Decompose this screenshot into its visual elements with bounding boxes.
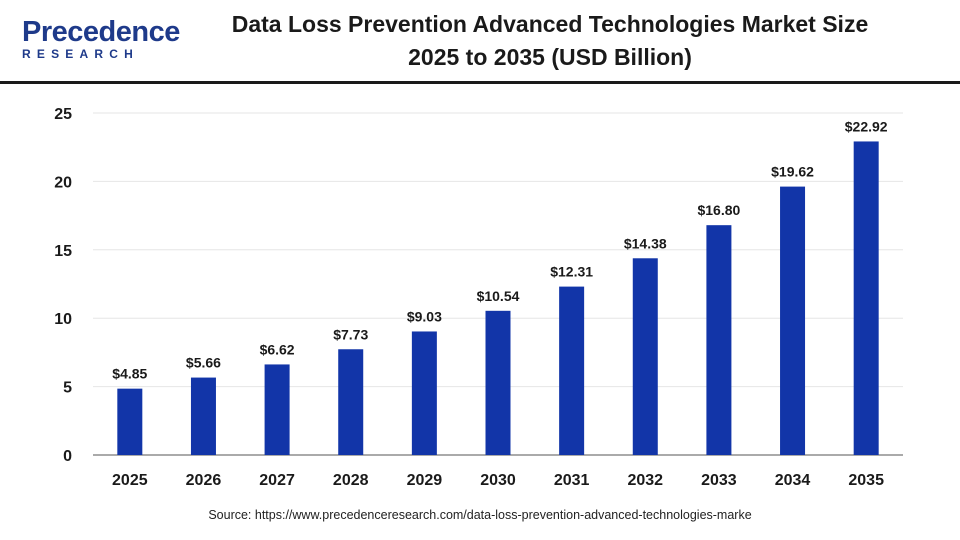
bar (853, 141, 879, 455)
data-label: $4.85 (112, 366, 147, 382)
chart-title: Data Loss Prevention Advanced Technologi… (170, 8, 930, 74)
y-tick-label: 5 (63, 380, 72, 397)
data-label: $6.62 (260, 341, 295, 357)
x-tick-label: 2032 (627, 472, 663, 489)
data-label: $14.38 (624, 235, 667, 251)
x-tick-label: 2030 (480, 472, 516, 489)
x-tick-label: 2035 (848, 472, 884, 489)
y-tick-label: 25 (54, 106, 72, 123)
plot-area: 0 5 10 15 20 25 $4.85 2025 $5.66 2026 $6.62 2027 $7.… (0, 84, 960, 540)
y-tick-label: 0 (63, 448, 72, 465)
data-label: $22.92 (845, 118, 888, 134)
data-label: $10.54 (477, 288, 520, 304)
bar (706, 225, 732, 455)
data-label: $9.03 (407, 308, 442, 324)
y-tick-label: 15 (54, 243, 72, 260)
data-label: $19.62 (771, 164, 814, 180)
bar (411, 331, 437, 455)
chart-header: Precedence RESEARCH Data Loss Prevention… (0, 0, 960, 84)
bar (338, 349, 364, 455)
data-label: $12.31 (550, 264, 593, 280)
bar (117, 388, 143, 455)
bar (485, 310, 511, 455)
bar (264, 364, 290, 455)
data-label: $16.80 (697, 202, 740, 218)
x-tick-label: 2025 (112, 472, 148, 489)
x-tick-label: 2031 (554, 472, 590, 489)
bar (559, 286, 585, 455)
x-tick-label: 2026 (186, 472, 222, 489)
bar (632, 258, 658, 455)
precedence-research-logo: Precedence RESEARCH (16, 12, 180, 72)
data-label: $5.66 (186, 355, 221, 371)
x-tick-label: 2029 (407, 472, 443, 489)
data-label: $7.73 (333, 326, 368, 342)
x-tick-label: 2027 (259, 472, 295, 489)
bar (780, 186, 806, 455)
logo-subtitle: RESEARCH (22, 47, 139, 61)
chart-title-line-2: 2025 to 2035 (USD Billion) (408, 44, 692, 70)
x-tick-label: 2034 (775, 472, 811, 489)
y-tick-label: 20 (54, 174, 72, 191)
bar-chart: 0510152025$4.852025$5.662026$6.622027$7.… (54, 106, 903, 489)
bar (190, 377, 216, 455)
y-tick-label: 10 (54, 311, 72, 328)
source-note: Source: https://www.precedenceresearch.c… (208, 508, 752, 522)
x-tick-label: 2033 (701, 472, 737, 489)
logo-wordmark: Precedence (22, 16, 180, 48)
x-tick-label: 2028 (333, 472, 369, 489)
chart-title-line-1: Data Loss Prevention Advanced Technologi… (231, 11, 869, 37)
header-divider (0, 81, 960, 84)
